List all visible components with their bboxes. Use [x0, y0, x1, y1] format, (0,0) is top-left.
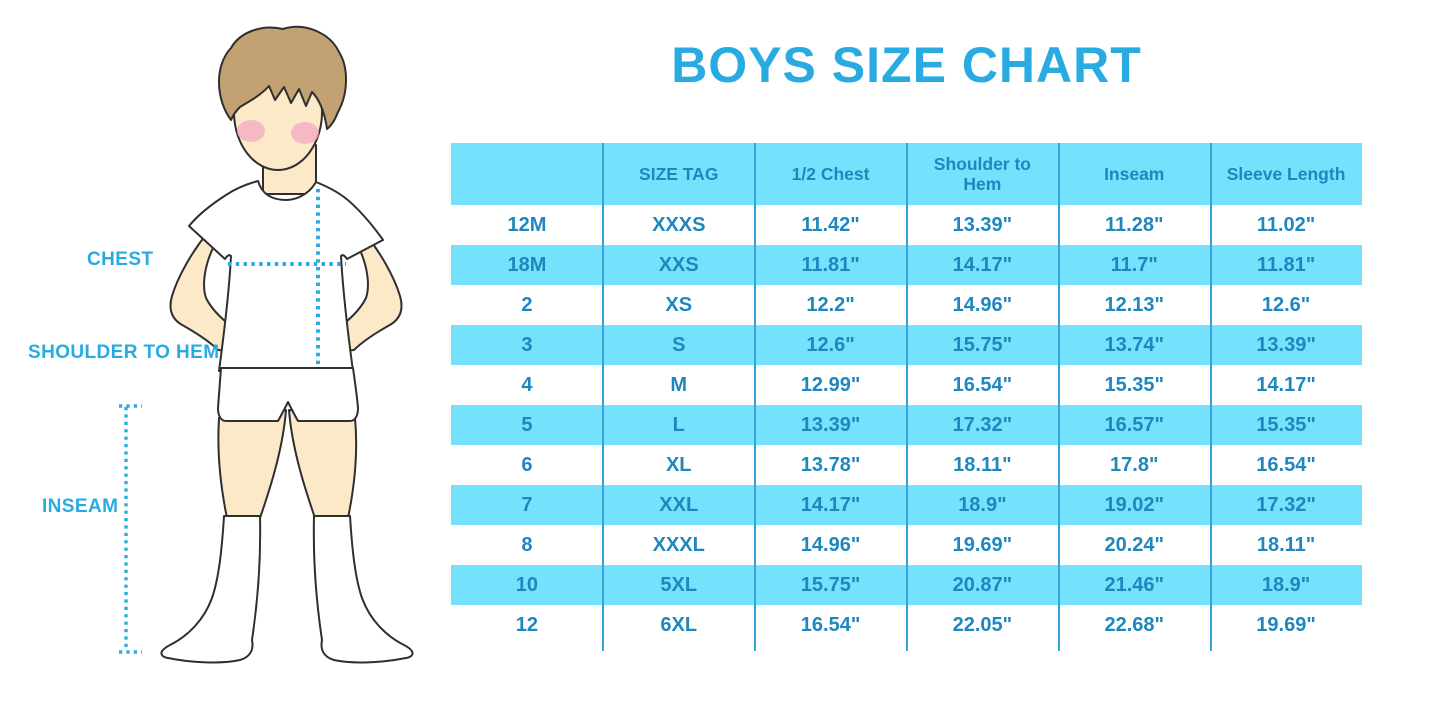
table-cell: 22.68"	[1104, 613, 1164, 636]
table-cell: L	[602, 405, 755, 445]
table-cell: 11.02"	[1256, 213, 1316, 236]
shoulder-to-hem-label: SHOULDER TO HEM	[28, 342, 220, 363]
table-cell: 13.74"	[1058, 325, 1211, 365]
column-header: SIZE TAG	[602, 143, 755, 205]
table-cell: 18.11"	[953, 453, 1012, 476]
table-cell: 13.39"	[1210, 325, 1362, 365]
table-cell: 11.28"	[1105, 213, 1164, 236]
table-cell: 13.78"	[800, 453, 861, 476]
table-cell: XXL	[602, 485, 755, 525]
column-separator	[754, 143, 756, 651]
table-cell: 12M	[507, 213, 547, 236]
table-cell: 12	[515, 613, 539, 636]
table-cell: 11.7"	[1058, 245, 1211, 285]
table-cell: 20.87"	[906, 565, 1059, 605]
table-row: 12M XXXS 11.42" 13.39" 11.28" 11.02"	[451, 205, 1362, 245]
table-cell: XS	[665, 293, 693, 316]
table-cell: XXXS	[652, 213, 706, 236]
table-cell: 5XL	[602, 565, 755, 605]
table-cell: 7	[451, 485, 603, 525]
column-header: Shoulder to Hem	[906, 143, 1059, 205]
table-cell: 12.6"	[754, 325, 907, 365]
table-cell: 15.35"	[1210, 405, 1362, 445]
table-row: 6 XL 13.78" 18.11" 17.8" 16.54"	[451, 445, 1362, 485]
table-cell: 14.96"	[800, 533, 861, 556]
table-cell: 12.2"	[806, 293, 855, 316]
column-separator	[906, 143, 908, 651]
size-chart-table: SIZE TAG 1/2 Chest Shoulder to Hem Inseam Sl…	[451, 143, 1362, 645]
column-separator	[602, 143, 604, 651]
table-cell: 11.42"	[801, 213, 860, 236]
table-cell: 5	[451, 405, 603, 445]
table-cell: 14.17"	[1256, 373, 1316, 396]
table-cell: 15.35"	[1104, 373, 1164, 396]
table-cell: 16.57"	[1058, 405, 1211, 445]
table-cell: 11.81"	[754, 245, 907, 285]
table-cell: 19.69"	[1256, 613, 1316, 636]
table-cell: 8	[521, 533, 533, 556]
table-row: 10 5XL 15.75" 20.87" 21.46" 18.9"	[451, 565, 1362, 605]
table-cell: 4	[521, 373, 533, 396]
table-cell: S	[602, 325, 755, 365]
column-header: Inseam	[1058, 143, 1211, 205]
figure-region: CHEST SHOULDER TO HEM INSEAM	[0, 0, 450, 723]
table-cell: 6	[521, 453, 533, 476]
measurement-guides	[228, 189, 346, 368]
inseam-label: INSEAM	[42, 496, 119, 517]
table-cell: 17.32"	[1210, 485, 1362, 525]
table-cell: 18.9"	[1210, 565, 1362, 605]
table-cell: 18.9"	[906, 485, 1059, 525]
table-cell: 13.39"	[952, 213, 1013, 236]
table-cell: 16.54"	[1256, 453, 1316, 476]
table-cell: 19.69"	[952, 533, 1013, 556]
column-separator	[1210, 143, 1212, 651]
table-cell: 20.24"	[1104, 533, 1164, 556]
page-title: BOYS SIZE CHART	[671, 37, 1142, 93]
table-cell: 12.6"	[1261, 293, 1311, 316]
table-row: 2 XS 12.2" 14.96" 12.13" 12.6"	[451, 285, 1362, 325]
column-header	[451, 143, 603, 205]
table-cell: 15.75"	[906, 325, 1059, 365]
table-cell: 16.54"	[952, 373, 1013, 396]
table-cell: M	[670, 373, 688, 396]
table-row: 8 XXXL 14.96" 19.69" 20.24" 18.11"	[451, 525, 1362, 565]
column-header: 1/2 Chest	[754, 143, 907, 205]
boy-figure-illustration	[119, 25, 414, 664]
table-cell: 19.02"	[1058, 485, 1211, 525]
table-cell: 11.81"	[1210, 245, 1362, 285]
table-cell: 6XL	[660, 613, 698, 636]
table-header: SIZE TAG 1/2 Chest Shoulder to Hem Inseam Sl…	[451, 143, 1362, 205]
table-row: 5 L 13.39" 17.32" 16.57" 15.35"	[451, 405, 1362, 445]
column-separator	[1058, 143, 1060, 651]
table-row: 4 M 12.99" 16.54" 15.35" 14.17"	[451, 365, 1362, 405]
table-cell: 15.75"	[754, 565, 907, 605]
table-cell: 18.11"	[1256, 533, 1316, 556]
table-cell: XL	[665, 453, 692, 476]
table-row: 12 6XL 16.54" 22.05" 22.68" 19.69"	[451, 605, 1362, 645]
table-cell: 12.99"	[800, 373, 861, 396]
column-header: Sleeve Length	[1210, 143, 1362, 205]
table-cell: 14.17"	[906, 245, 1059, 285]
table-cell: 16.54"	[800, 613, 861, 636]
table-cell: 17.8"	[1110, 453, 1159, 476]
chest-label: CHEST	[87, 249, 154, 270]
table-cell: 10	[451, 565, 603, 605]
table-cell: 2	[521, 293, 533, 316]
table-cell: 12.13"	[1104, 293, 1164, 316]
table-row: 18M XXS 11.81" 14.17" 11.7" 11.81"	[451, 245, 1362, 285]
table-cell: XXXL	[652, 533, 705, 556]
table-cell: 17.32"	[906, 405, 1059, 445]
table-cell: 21.46"	[1058, 565, 1211, 605]
table-cell: XXS	[602, 245, 755, 285]
table-cell: 18M	[451, 245, 603, 285]
table-cell: 13.39"	[754, 405, 907, 445]
table-row: 7 XXL 14.17" 18.9" 19.02" 17.32"	[451, 485, 1362, 525]
table-row: 3 S 12.6" 15.75" 13.74" 13.39"	[451, 325, 1362, 365]
table-cell: 3	[451, 325, 603, 365]
table-region: SIZE TAG 1/2 Chest Shoulder to Hem Inseam Sl…	[451, 143, 1362, 651]
table-cell: 14.17"	[754, 485, 907, 525]
table-cell: 14.96"	[952, 293, 1013, 316]
table-cell: 22.05"	[952, 613, 1013, 636]
